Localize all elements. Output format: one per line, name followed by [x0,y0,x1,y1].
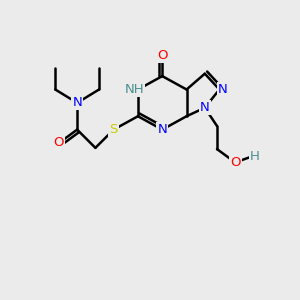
Text: O: O [230,156,241,169]
Text: O: O [54,136,64,149]
Text: N: N [72,96,82,110]
Text: O: O [157,49,167,62]
Text: N: N [218,83,228,96]
Text: S: S [110,123,118,136]
Text: N: N [158,123,167,136]
Text: NH: NH [124,83,144,96]
Text: H: H [250,150,260,163]
Text: N: N [200,101,210,114]
